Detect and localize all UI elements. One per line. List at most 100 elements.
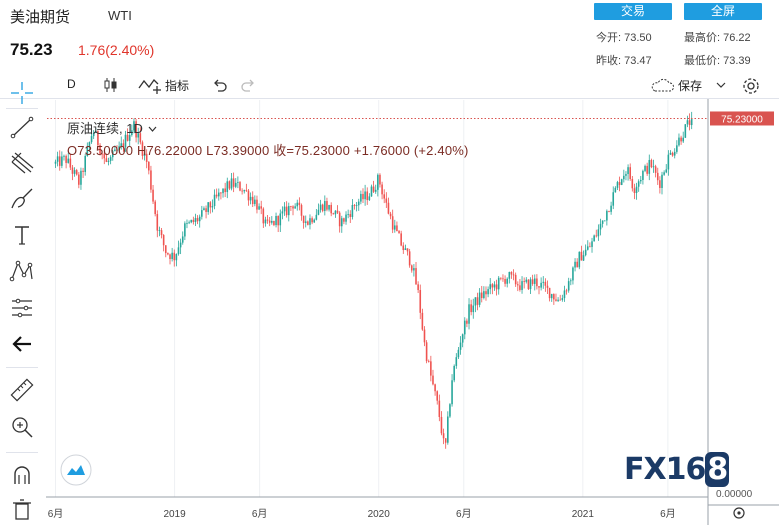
stat-prev-close: 昨收: 73.47 [596, 52, 652, 68]
candle-body [150, 170, 152, 190]
candle-body [625, 174, 627, 176]
candle-body [673, 151, 676, 156]
candle-body [603, 220, 606, 222]
candle-body [324, 201, 326, 211]
candle-body [620, 179, 623, 185]
candle-body [343, 218, 345, 222]
candle-body [122, 143, 125, 148]
zoom-in-icon[interactable] [9, 414, 35, 440]
candle-body [459, 342, 462, 350]
candle-body [400, 233, 402, 246]
x-tick-label: 6月 [660, 508, 676, 520]
candle-body [389, 213, 392, 217]
candle-body [614, 187, 617, 193]
candle-body [296, 202, 299, 207]
indicators-button[interactable]: 指标 [165, 79, 190, 93]
gear-icon[interactable] [741, 76, 761, 96]
ruler-icon[interactable] [9, 377, 35, 403]
interval-button[interactable]: D [67, 77, 76, 91]
candle-body [550, 294, 553, 299]
chevron-down-icon[interactable] [148, 126, 157, 133]
candle-body [671, 152, 674, 156]
candle-body [466, 320, 468, 324]
settings-corner[interactable] [733, 507, 745, 519]
series-legend[interactable]: 原油连续, 1D [67, 118, 157, 137]
candle-body [432, 375, 434, 385]
candle-body [56, 156, 59, 162]
candle-body [300, 205, 303, 216]
candle-body [311, 218, 313, 223]
candles-icon[interactable] [103, 77, 119, 93]
candle-body [519, 285, 521, 290]
candle-body [92, 132, 95, 137]
pitchfork-icon[interactable] [9, 150, 35, 176]
tool-divider [6, 452, 38, 453]
measure-icon[interactable] [9, 295, 35, 321]
candle-body [489, 284, 492, 290]
chevron-down-icon[interactable] [716, 82, 726, 90]
redo-icon[interactable] [240, 79, 256, 93]
candle-body [644, 165, 646, 171]
candle-body [514, 274, 517, 285]
x-tick-label: 6月 [252, 508, 268, 520]
instrument-title: 美油期货 [10, 9, 71, 26]
candle-body [457, 349, 460, 358]
price-change: 1.76(2.40%) [78, 42, 155, 58]
candle-body [317, 209, 320, 215]
crosshair-icon[interactable] [9, 80, 35, 106]
candle-body [688, 120, 691, 126]
trend-line-icon[interactable] [9, 115, 35, 141]
undo-icon[interactable] [212, 79, 228, 93]
candle-body [561, 298, 564, 300]
trade-button[interactable]: 交易 [594, 3, 672, 20]
candle-body [472, 305, 475, 313]
candle-body [502, 278, 504, 280]
candle-body [351, 205, 354, 217]
candle-body [61, 156, 63, 166]
candle-body [156, 214, 159, 231]
candle-body [474, 297, 477, 306]
candle-body [304, 221, 307, 223]
fullscreen-button[interactable]: 全屏 [684, 3, 762, 20]
last-price-tag [710, 111, 774, 126]
magnet-icon[interactable] [9, 462, 35, 488]
pattern-icon[interactable] [9, 258, 35, 284]
candle-body [107, 160, 110, 162]
candle-body [529, 279, 532, 290]
candle-body [198, 216, 201, 222]
candle-body [292, 206, 294, 209]
gear-icon[interactable] [733, 507, 745, 519]
tv-logo-icon[interactable] [60, 454, 92, 486]
candle-body [582, 255, 585, 261]
candle-body [65, 155, 67, 163]
candle-body [290, 206, 292, 207]
candle-body [372, 186, 375, 192]
text-icon[interactable] [9, 222, 35, 248]
save-button[interactable]: 保存 [678, 79, 703, 93]
indicator-icon[interactable] [138, 76, 162, 94]
candle-body [181, 236, 184, 243]
cloud-icon[interactable] [649, 77, 675, 93]
candle-body [213, 194, 216, 207]
trash-icon[interactable] [9, 496, 35, 522]
candle-body [385, 198, 388, 203]
candle-body [336, 210, 339, 213]
candle-body [483, 291, 485, 298]
candle-body [249, 196, 252, 201]
candle-body [171, 252, 173, 260]
ohlc-legend: O73.50000 H76.22000 L73.39000 收=75.23000… [67, 143, 469, 158]
candle-body [154, 201, 156, 215]
candle-body [360, 193, 362, 202]
brush-icon[interactable] [9, 186, 35, 212]
candle-body [476, 297, 479, 305]
candle-body [589, 246, 591, 248]
candle-body [567, 281, 570, 291]
candle-body [421, 312, 424, 330]
candle-body [226, 181, 229, 193]
candle-body [179, 242, 182, 248]
candle-body [650, 160, 653, 168]
candle-body [148, 161, 150, 171]
back-arrow-icon[interactable] [9, 331, 35, 357]
candle-body [328, 204, 330, 210]
